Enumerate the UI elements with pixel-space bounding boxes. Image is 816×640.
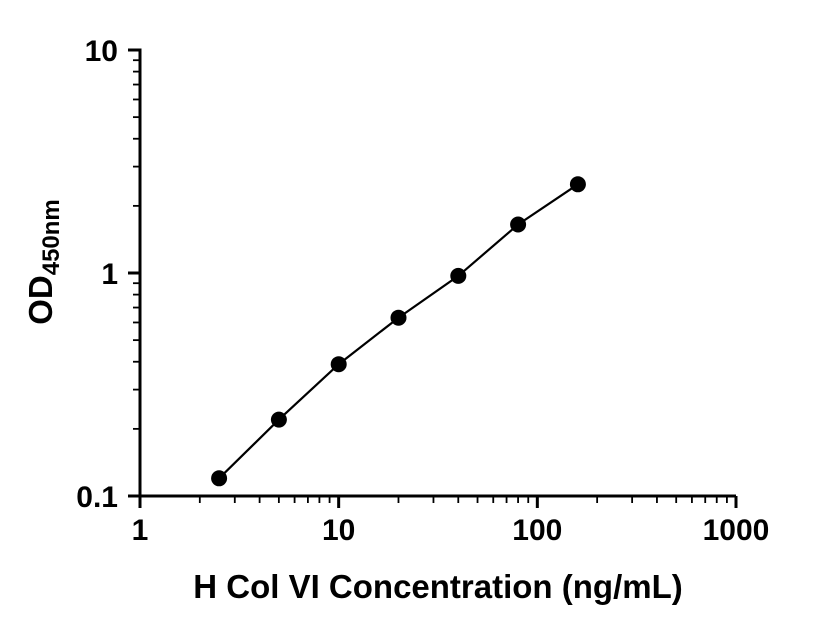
data-point [211, 470, 228, 487]
data-points-group [211, 176, 586, 487]
tick-labels: 1 10 100 1000 0.1 1 10 [76, 35, 769, 547]
x-axis-title: H Col VI Concentration (ng/mL) [193, 568, 682, 605]
data-point [330, 356, 347, 373]
axis-frame [138, 48, 736, 498]
data-point [390, 309, 407, 326]
y-tick-label: 10 [85, 35, 118, 68]
data-point [270, 411, 287, 428]
x-tick-label: 10 [322, 514, 355, 547]
y-axis-title-main: OD [22, 275, 59, 325]
y-tick-label: 1 [101, 258, 118, 291]
y-axis-title-subscript: 450nm [38, 199, 65, 275]
y-axis-title: OD450nm [22, 199, 65, 325]
x-tick-label: 1 [132, 514, 149, 547]
x-tick-label: 100 [512, 514, 562, 547]
axis-ticks [128, 48, 738, 508]
data-point [510, 216, 527, 233]
x-tick-label: 1000 [703, 514, 770, 547]
data-point [569, 176, 586, 193]
y-tick-label: 0.1 [76, 481, 118, 514]
data-point [450, 267, 467, 284]
axes [138, 48, 736, 498]
